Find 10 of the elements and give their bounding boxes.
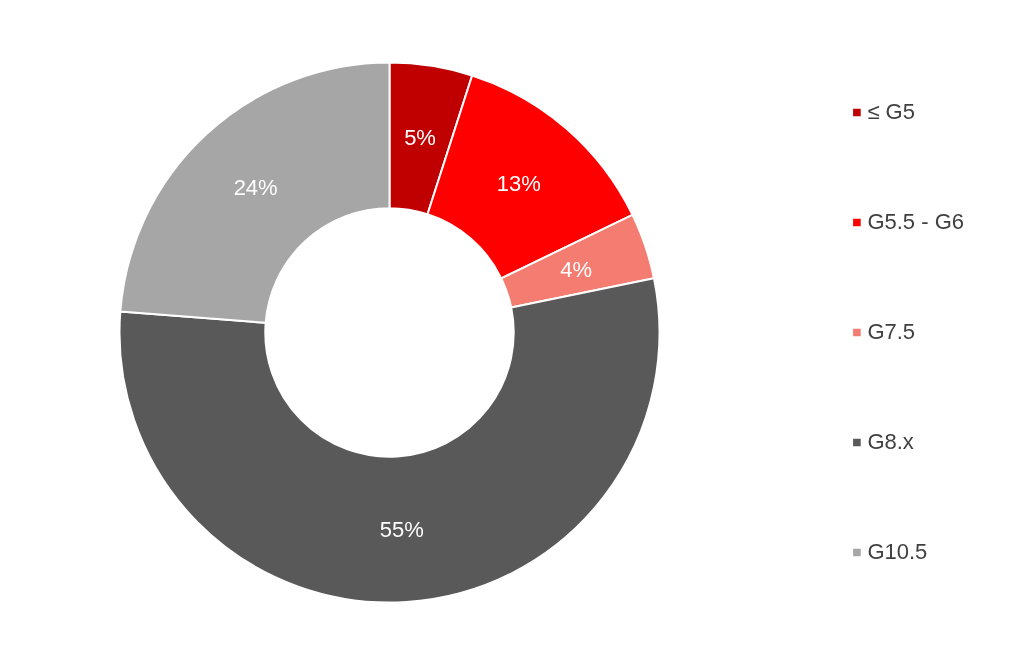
- data-label: 13%: [496, 171, 541, 197]
- data-label: 5%: [404, 125, 436, 151]
- data-label: 24%: [233, 175, 278, 201]
- legend-label: G8.x: [867, 429, 914, 455]
- legend-label: G10.5: [867, 539, 928, 565]
- legend-label: ≤ G5: [867, 99, 915, 125]
- data-label: 55%: [379, 516, 424, 542]
- legend-label: G7.5: [867, 319, 916, 345]
- data-label: 4%: [560, 256, 593, 282]
- legend-label: G5.5 - G6: [867, 209, 964, 235]
